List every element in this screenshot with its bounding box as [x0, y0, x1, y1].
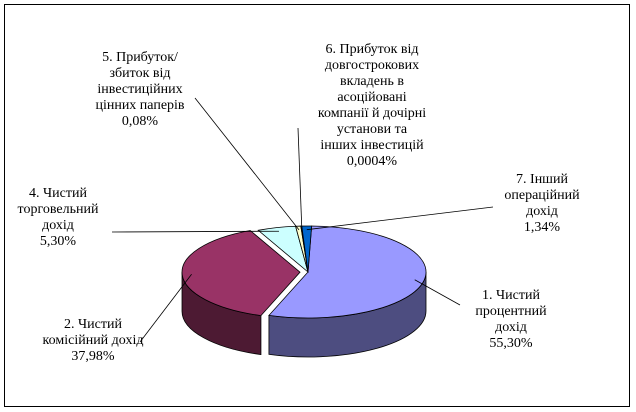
slice-2-value: 37,98% — [71, 349, 115, 364]
slice-1-name-line: 1. Чистий — [482, 288, 540, 303]
slice-5-name-line: 6. Прибуток від — [325, 42, 419, 57]
slice-2-name-line: комісійний дохід — [42, 333, 144, 348]
pie-slice-1 — [268, 225, 427, 319]
pie-slice-2 — [181, 230, 301, 317]
leader-line-1 — [414, 279, 461, 306]
label-slice-4: 5. Прибуток/ збиток від інвестиційних ці… — [80, 50, 200, 130]
slice-6-name-line: 7. Інший — [516, 172, 568, 187]
slice-5-name-line: вкладень в — [340, 74, 404, 89]
slice-5-name-line: асоційовані — [337, 90, 407, 105]
label-slice-3: 4. Чистий торговельний дохід 5,30% — [8, 186, 108, 250]
leader-line-3 — [111, 230, 279, 233]
slice-6-name-line: дохід — [526, 204, 558, 219]
slice-3-name-line: дохід — [42, 218, 74, 233]
slice-4-value: 0,08% — [121, 114, 159, 129]
slice-6-value: 1,34% — [523, 220, 561, 235]
slice-4-name-line: збиток від — [109, 66, 171, 81]
slice-5-name-line: установи та — [336, 122, 408, 137]
slice-3-name-line: торговельний — [17, 202, 99, 217]
slice-4-name-line: інвестиційних — [97, 82, 183, 97]
slice-2-name-line: 2. Чистий — [64, 317, 122, 332]
slice-5-name-line: довгострокових — [324, 58, 420, 73]
leader-line-5 — [297, 127, 303, 230]
slice-1-value: 55,30% — [489, 336, 533, 351]
slice-5-name-line: компанії й дочірні — [317, 106, 427, 121]
label-slice-6: 7. Інший операційний дохід 1,34% — [486, 172, 598, 236]
slice-4-name-line: цінних паперів — [95, 98, 185, 113]
leader-line-4 — [194, 97, 300, 231]
slice-3-value: 5,30% — [39, 234, 77, 249]
slice-5-name-line: інших інвестицій — [320, 138, 424, 153]
slice-1-name-line: процентний — [475, 304, 547, 319]
label-slice-2: 2. Чистий комісійний дохід 37,98% — [28, 317, 158, 365]
slice-4-name-line: 5. Прибуток/ — [102, 50, 178, 65]
slice-3-name-line: 4. Чистий — [29, 186, 87, 201]
label-slice-5: 6. Прибуток від довгострокових вкладень … — [297, 42, 447, 170]
slice-6-name-line: операційний — [504, 188, 580, 203]
slice-1-name-line: дохід — [495, 320, 527, 335]
slice-5-value: 0,0004% — [346, 154, 398, 169]
label-slice-1: 1. Чистий процентний дохід 55,30% — [446, 288, 576, 352]
leader-line-2 — [139, 274, 192, 343]
leader-line-6 — [306, 206, 494, 231]
